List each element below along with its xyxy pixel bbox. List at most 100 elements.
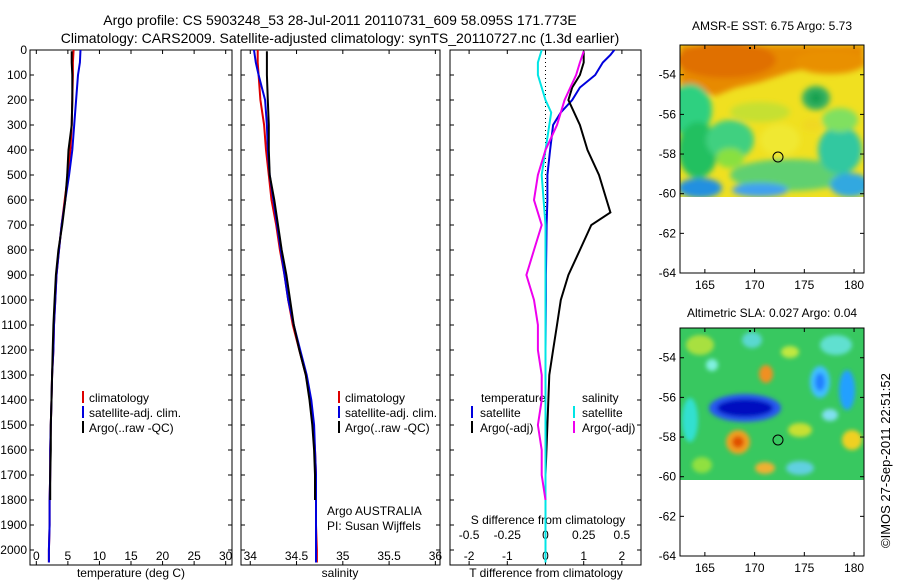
legend-swatch-sal-argo (573, 421, 575, 433)
salinity-xlabel: salinity (322, 566, 359, 580)
legend-label-satellite: satellite-adj. clim. (89, 406, 181, 420)
map-y-tick-label: -60 (659, 470, 677, 484)
series-group (47, 50, 82, 563)
temperature-plot-frame (29, 49, 233, 566)
legend-label-argo: Argo(..raw -QC) (345, 421, 430, 435)
copyright-label: ©IMOS 27-Sep-2011 22:51:52 (878, 373, 893, 548)
map-y-tick-label: -54 (659, 351, 677, 365)
y-tick-label: 400 (7, 143, 27, 157)
series-line-argo--adj- (544, 51, 612, 500)
sla-map-title: Altimetric SLA: 0.027 Argo: 0.04 (687, 306, 857, 320)
map-x-tick-label: 170 (745, 278, 765, 292)
legend-label-climatology: climatology (89, 391, 149, 405)
y-tick-label: 900 (7, 268, 27, 282)
temperature-legend: climatology satellite-adj. clim. Argo(..… (82, 391, 181, 435)
map-y-tick-label: -58 (659, 147, 677, 161)
series-line-argo--adj- (525, 50, 585, 501)
y-tick-label: 800 (7, 243, 27, 257)
figure-title-line2: Climatology: CARS2009. Satellite-adjuste… (60, 30, 620, 46)
map-x-tick-label: 175 (794, 278, 814, 292)
legend-label-climatology: climatology (345, 391, 405, 405)
s-tick-label: 0.5 (614, 528, 631, 542)
s-tick-label: 0.25 (572, 528, 596, 542)
sst-float-marker (772, 151, 784, 163)
sst-map-dot (749, 47, 751, 49)
map-y-tick-label: -56 (659, 107, 677, 121)
x-tick-label: 2 (619, 549, 626, 563)
x-tick-label: 10 (93, 549, 107, 563)
series-line-argo---raw--qc- (265, 51, 316, 500)
legend-header-temperature: temperature (481, 391, 546, 405)
legend-swatch-satellite (82, 406, 84, 418)
map-x-tick-label: 180 (844, 561, 864, 575)
map-y-tick-label: -64 (659, 549, 677, 563)
map-x-tick-label: 165 (695, 278, 715, 292)
legend-swatch-climatology (338, 391, 340, 403)
sla-map-frame (679, 327, 865, 557)
map-y-tick-label: -62 (659, 226, 677, 240)
series-line-argo---raw--qc- (49, 51, 74, 500)
legend-swatch-temp-satellite (471, 406, 473, 418)
x-tick-label: 20 (156, 549, 170, 563)
y-tick-label: 600 (7, 193, 27, 207)
y-tick-label: 1400 (0, 393, 27, 407)
x-tick-label: -2 (464, 549, 475, 563)
temperature-xlabel: temperature (deg C) (77, 566, 185, 580)
salinity-plot-frame (240, 49, 441, 566)
x-tick-label: 34 (244, 549, 258, 563)
x-tick-label: 25 (187, 549, 201, 563)
legend-swatch-satellite (338, 406, 340, 418)
figure-title-line1: Argo profile: CS 5903248_53 28-Jul-2011 … (103, 12, 577, 28)
y-tick-label: 1900 (0, 518, 27, 532)
legend-swatch-sal-satellite (573, 406, 575, 418)
y-tick-label: 1600 (0, 443, 27, 457)
map-y-tick-label: -64 (659, 266, 677, 280)
difference-xlabel-top: S difference from climatology (471, 513, 626, 527)
argo-program-label: Argo AUSTRALIA (327, 504, 422, 518)
map-x-tick-label: 165 (695, 561, 715, 575)
legend-swatch-climatology (82, 391, 84, 403)
salinity-legend: climatology satellite-adj. clim. Argo(..… (338, 391, 437, 435)
x-tick-label: 35.5 (377, 549, 401, 563)
y-tick-label: 1300 (0, 368, 27, 382)
map-y-tick-label: -56 (659, 390, 677, 404)
map-x-tick-label: 175 (794, 561, 814, 575)
y-tick-label: 1100 (1, 318, 27, 332)
x-tick-label: 35 (336, 549, 350, 563)
legend-label-sal-argo: Argo(-adj) (582, 421, 635, 435)
series-line-satellite (536, 50, 553, 563)
x-tick-label: 5 (65, 549, 72, 563)
legend-label-temp-satellite: satellite (480, 406, 521, 420)
y-tick-label: 500 (7, 168, 27, 182)
sla-map-dot (749, 330, 751, 332)
x-tick-label: -1 (502, 549, 513, 563)
y-tick-label: 1800 (0, 493, 27, 507)
y-tick-label: 2000 (0, 543, 27, 557)
legend-label-satellite: satellite-adj. clim. (345, 406, 437, 420)
difference-xlabel: T difference from climatology (469, 566, 623, 580)
y-tick-label: 700 (7, 218, 27, 232)
x-tick-label: 15 (124, 549, 138, 563)
map-y-tick-label: -60 (659, 187, 677, 201)
map-y-tick-label: -58 (659, 430, 677, 444)
y-tick-label: 300 (7, 118, 27, 132)
y-tick-label: 1200 (0, 343, 27, 357)
sst-map-title: AMSR-E SST: 6.75 Argo: 5.73 (692, 19, 852, 33)
y-tick-label: 1000 (0, 293, 27, 307)
y-tick-label: 1700 (0, 468, 27, 482)
series-group (253, 50, 318, 563)
s-tick-label: -0.25 (494, 528, 522, 542)
y-tick-label: 100 (7, 68, 27, 82)
sst-map-image (680, 45, 864, 197)
map-x-tick-label: 170 (745, 561, 765, 575)
sla-map-image (680, 328, 864, 480)
x-tick-label: 34.5 (285, 549, 309, 563)
y-tick-label: 1500 (0, 418, 27, 432)
sst-map-frame (679, 44, 865, 274)
y-tick-label: 0 (20, 43, 27, 57)
legend-swatch-argo (338, 421, 340, 433)
sla-float-marker (772, 434, 784, 446)
series-group (525, 50, 616, 563)
map-y-tick-label: -54 (659, 68, 677, 82)
